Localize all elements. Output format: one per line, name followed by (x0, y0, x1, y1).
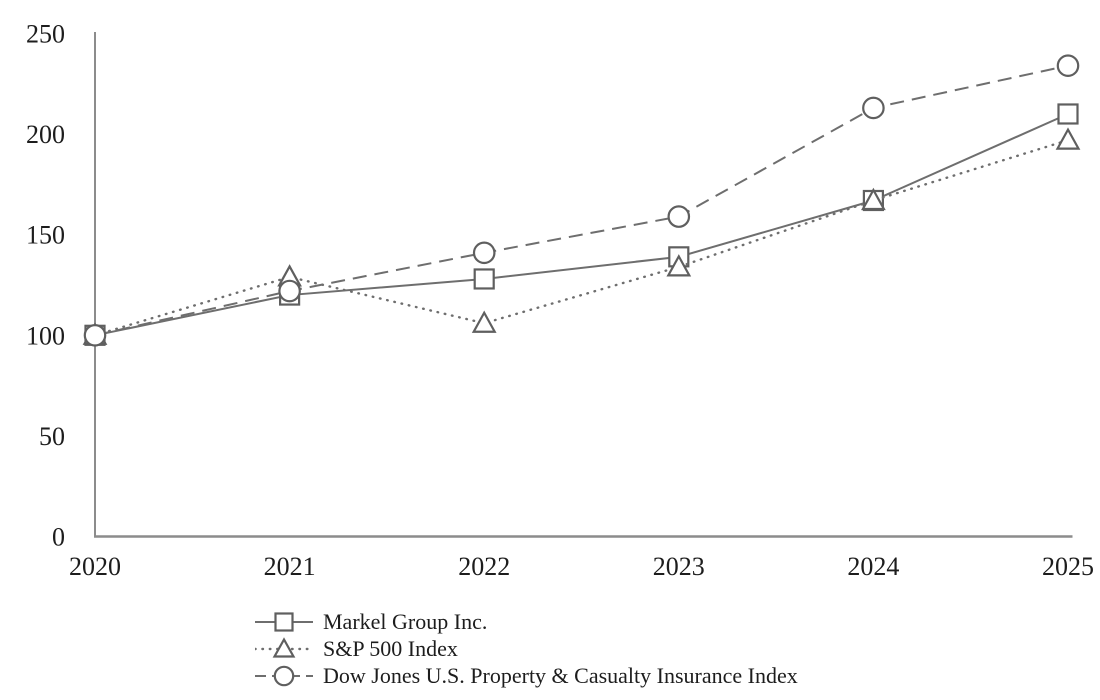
x-axis-tick-label: 2020 (69, 552, 121, 581)
legend-item-markel-group: Markel Group Inc. (255, 608, 798, 635)
square-marker (473, 268, 495, 290)
circle-marker (472, 241, 496, 265)
circle-dashed-line-swatch-icon (255, 665, 313, 686)
legend-label-sp500: S&P 500 Index (323, 636, 458, 661)
square-marker (1057, 103, 1079, 125)
circle-marker (1056, 54, 1080, 77)
triangle-marker (471, 310, 497, 333)
legend-label-markel-group: Markel Group Inc. (323, 609, 488, 634)
x-axis-tick-label: 2021 (264, 552, 316, 581)
triangle-marker (666, 254, 692, 277)
circle-marker (278, 279, 301, 303)
legend-item-sp500: S&P 500 Index (255, 635, 798, 662)
chart-legend: Markel Group Inc. S&P 500 Index Dow Jone… (255, 608, 798, 689)
triangle-dotted-line-swatch-icon (255, 636, 313, 658)
x-axis-tick-label: 2024 (847, 552, 899, 581)
series-line-dotted (93, 138, 1070, 337)
x-axis-tick-label: 2022 (458, 552, 510, 581)
y-axis-tick-label: 150 (26, 221, 65, 250)
triangle-marker (1055, 127, 1081, 150)
y-axis-tick-label: 0 (52, 523, 65, 552)
circle-marker (83, 323, 107, 347)
x-axis-tick-label: 2025 (1042, 552, 1094, 581)
plot-area: 0 50 100 150 200 250 2020 2021 2022 2023 2024 2025 (26, 20, 1094, 582)
x-axis-tick-label: 2023 (653, 552, 705, 581)
triangle-marker (861, 187, 886, 211)
circle-marker (862, 96, 885, 120)
triangle-marker (272, 636, 296, 658)
series-line-dashed (94, 64, 1069, 337)
y-axis-tick-label: 100 (26, 321, 65, 350)
y-axis-tick-label: 250 (26, 20, 65, 49)
series-line-solid (94, 113, 1069, 337)
y-axis-tick-label: 200 (26, 120, 65, 149)
square-solid-line-swatch-icon (255, 611, 313, 632)
legend-item-dow-pc-insurance: Dow Jones U.S. Property & Casualty Insur… (255, 662, 798, 689)
circle-marker (667, 205, 691, 228)
square-marker (274, 611, 294, 632)
y-axis-tick-label: 50 (39, 422, 65, 451)
legend-label-dow-pc-insurance: Dow Jones U.S. Property & Casualty Insur… (323, 663, 798, 688)
circle-marker (273, 665, 295, 686)
